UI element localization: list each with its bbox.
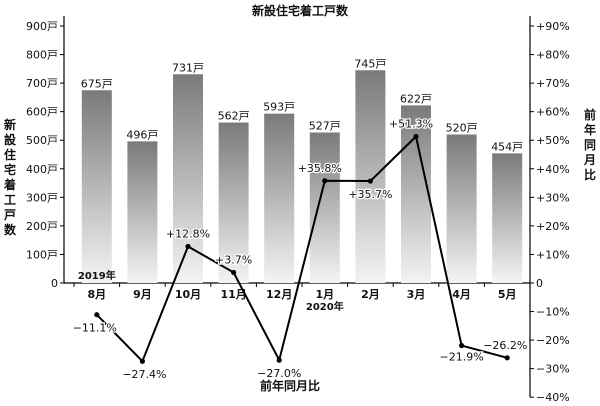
line-point [276,357,282,363]
y-left-tick-label: 800戸 [26,49,58,62]
line-point [231,269,237,276]
y-right-tick-label: −20% [536,334,570,347]
y-right-tick-label: +60% [536,106,570,119]
bar [264,113,295,283]
x-tick-label: 9月 [133,288,152,301]
line-point [413,133,419,140]
line-value-label: +35.8% [298,162,342,175]
y-left-tick-label: 300戸 [26,191,58,204]
bar [218,122,249,283]
line-value-label: −27.0% [257,367,301,380]
y-left-axis-label: 新設住宅着工戸数 [3,118,16,237]
x-tick-label: 1月 [315,288,334,301]
bar-value-label: 527戸 [309,120,341,133]
y-right-tick-label: +40% [536,163,570,176]
line-point [504,355,510,361]
y-left-tick-label: 500戸 [26,134,58,147]
line-value-label: −11.1% [73,322,117,335]
line-series-path [96,134,508,364]
bar-value-label: 731戸 [172,61,204,74]
bar-value-label: 593戸 [263,101,295,114]
line-point [459,342,465,349]
y-right-tick-label: +80% [536,49,570,62]
y-left-tick-label: 700戸 [26,77,58,90]
year-label-2020: 2020年 [306,300,344,313]
bar-value-label: 454戸 [491,140,523,153]
bar [446,134,477,283]
bar-value-label: 622戸 [400,92,432,105]
line-value-label: +3.7% [215,253,252,266]
x-tick-label: 5月 [498,288,517,301]
bar [81,90,112,283]
line-value-label: +51.3% [389,118,433,131]
line-point [185,243,191,250]
bar [355,70,386,283]
bar-value-label: 675戸 [81,77,113,90]
y-left-tick-label: 400戸 [26,163,58,176]
line-point [94,312,100,318]
y-right-tick-label: +70% [536,77,570,90]
x-tick-label: 10月 [175,288,201,301]
y-right-tick-label: −10% [536,306,570,319]
line-point [139,358,145,364]
y-left-tick-label: 0 [51,277,58,290]
bar-value-label: 496戸 [126,128,158,141]
y-right-tick-label: 0 [536,277,543,290]
x-tick-label: 2月 [361,288,380,301]
y-right-axis-label: 前年同月比 [583,108,596,182]
x-axis-label: 前年同月比 [260,379,321,393]
y-left-tick-label: 100戸 [26,248,58,261]
y-right-tick-label: +20% [536,220,570,233]
y-right-tick-label: −40% [536,391,570,404]
line-value-label: +12.8% [166,227,210,240]
line-value-label: +35.7% [348,188,392,201]
y-right-tick-label: −30% [536,363,570,376]
chart-title: 新設住宅着工戸数 [251,4,348,18]
line-value-label: −21.9% [440,351,484,364]
x-tick-label: 3月 [407,288,426,301]
y-right-tick-label: +90% [536,20,570,33]
y-right-tick-label: +50% [536,134,570,147]
x-tick-label: 4月 [452,288,471,301]
bar-value-label: 745戸 [354,57,386,70]
x-tick-label: 8月 [87,288,106,301]
bar [127,141,158,283]
y-left-tick-label: 600戸 [26,106,58,119]
y-right-tick-label: +10% [536,248,570,261]
y-left-tick-label: 900戸 [26,20,58,33]
y-left-tick-label: 200戸 [26,220,58,233]
x-tick-label: 11月 [220,288,246,301]
line-value-label: −26.2% [483,339,527,352]
bar-value-label: 520戸 [446,122,478,135]
line-value-label: −27.4% [122,368,166,381]
line-point [322,178,328,184]
x-tick-label: 12月 [266,288,292,301]
year-label-2019: 2019年 [78,269,116,282]
bar-value-label: 562戸 [218,110,250,123]
line-point [367,178,373,184]
bar [309,132,340,283]
bar [401,105,431,283]
y-right-tick-label: +30% [536,191,570,204]
bar [492,153,523,283]
